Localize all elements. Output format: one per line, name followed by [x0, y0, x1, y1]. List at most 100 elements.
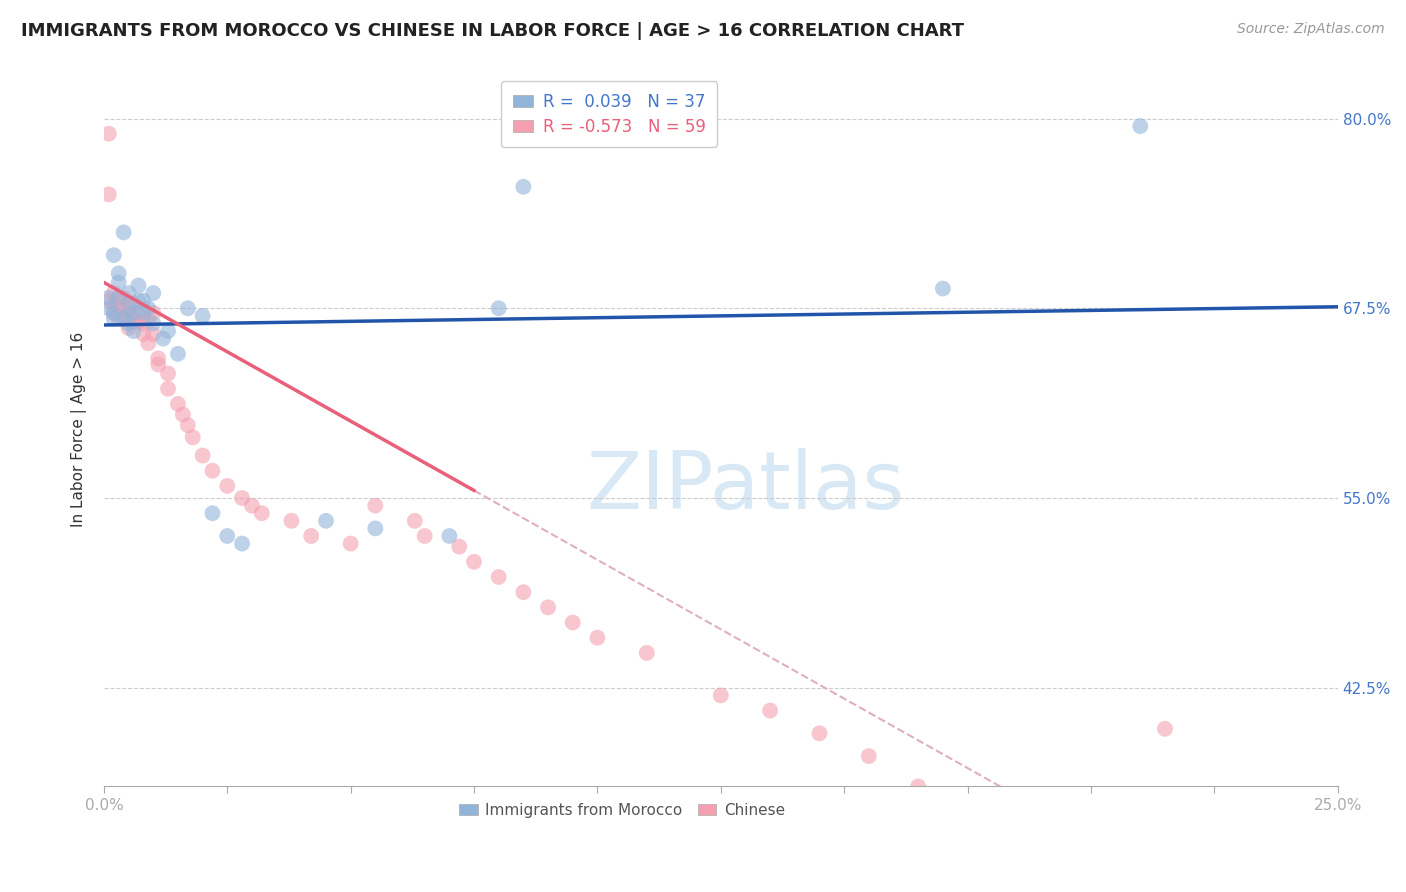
Point — [117, 286, 139, 301]
Point — [339, 536, 361, 550]
Point — [463, 555, 485, 569]
Point — [107, 276, 129, 290]
Point — [808, 726, 831, 740]
Point — [122, 315, 145, 329]
Text: Source: ZipAtlas.com: Source: ZipAtlas.com — [1237, 22, 1385, 37]
Y-axis label: In Labor Force | Age > 16: In Labor Force | Age > 16 — [72, 332, 87, 527]
Point — [240, 499, 263, 513]
Point — [112, 312, 135, 326]
Point — [907, 780, 929, 794]
Point — [127, 278, 149, 293]
Point — [107, 266, 129, 280]
Point — [512, 179, 534, 194]
Point — [148, 358, 170, 372]
Point — [103, 286, 125, 301]
Point — [315, 514, 337, 528]
Point — [404, 514, 426, 528]
Point — [136, 312, 159, 326]
Point — [191, 309, 214, 323]
Point — [177, 418, 200, 433]
Point — [413, 529, 436, 543]
Point — [112, 226, 135, 240]
Point — [107, 312, 129, 326]
Point — [167, 347, 190, 361]
Point — [1129, 119, 1152, 133]
Point — [172, 408, 194, 422]
Point — [299, 529, 322, 543]
Point — [586, 631, 609, 645]
Point — [122, 297, 145, 311]
Point — [127, 293, 149, 308]
Point — [107, 291, 129, 305]
Point — [231, 491, 253, 505]
Point — [858, 749, 880, 764]
Point — [217, 479, 239, 493]
Point — [201, 506, 224, 520]
Point — [157, 367, 180, 381]
Point — [136, 336, 159, 351]
Point — [250, 506, 273, 520]
Point — [280, 514, 302, 528]
Point — [759, 704, 782, 718]
Point — [932, 281, 955, 295]
Point — [117, 317, 139, 331]
Point — [103, 248, 125, 262]
Point — [148, 351, 170, 366]
Point — [103, 306, 125, 320]
Point — [231, 536, 253, 550]
Point — [449, 540, 471, 554]
Point — [127, 306, 149, 320]
Point — [364, 521, 387, 535]
Point — [142, 327, 165, 342]
Point — [112, 301, 135, 316]
Point — [636, 646, 658, 660]
Point — [107, 291, 129, 305]
Point — [710, 689, 733, 703]
Point — [117, 321, 139, 335]
Point — [132, 306, 155, 320]
Point — [217, 529, 239, 543]
Point — [142, 306, 165, 320]
Point — [112, 312, 135, 326]
Point — [132, 317, 155, 331]
Point — [103, 297, 125, 311]
Point — [439, 529, 461, 543]
Point — [117, 301, 139, 316]
Point — [142, 286, 165, 301]
Point — [132, 327, 155, 342]
Point — [157, 382, 180, 396]
Point — [537, 600, 560, 615]
Point — [103, 306, 125, 320]
Point — [97, 301, 120, 316]
Point — [142, 317, 165, 331]
Point — [364, 499, 387, 513]
Point — [97, 293, 120, 308]
Point — [132, 293, 155, 308]
Point — [191, 449, 214, 463]
Point — [117, 306, 139, 320]
Point — [122, 306, 145, 320]
Point — [1154, 722, 1177, 736]
Point — [97, 187, 120, 202]
Point — [561, 615, 583, 630]
Point — [167, 397, 190, 411]
Point — [201, 464, 224, 478]
Point — [107, 301, 129, 316]
Point — [181, 430, 204, 444]
Point — [488, 301, 510, 316]
Point — [136, 301, 159, 316]
Legend: Immigrants from Morocco, Chinese: Immigrants from Morocco, Chinese — [451, 795, 793, 825]
Point — [103, 312, 125, 326]
Text: IMMIGRANTS FROM MOROCCO VS CHINESE IN LABOR FORCE | AGE > 16 CORRELATION CHART: IMMIGRANTS FROM MOROCCO VS CHINESE IN LA… — [21, 22, 965, 40]
Point — [97, 291, 120, 305]
Point — [97, 127, 120, 141]
Point — [152, 332, 174, 346]
Point — [157, 324, 180, 338]
Point — [112, 291, 135, 305]
Point — [177, 301, 200, 316]
Point — [122, 324, 145, 338]
Point — [512, 585, 534, 599]
Text: ZIPatlas: ZIPatlas — [586, 448, 904, 525]
Point — [488, 570, 510, 584]
Point — [127, 315, 149, 329]
